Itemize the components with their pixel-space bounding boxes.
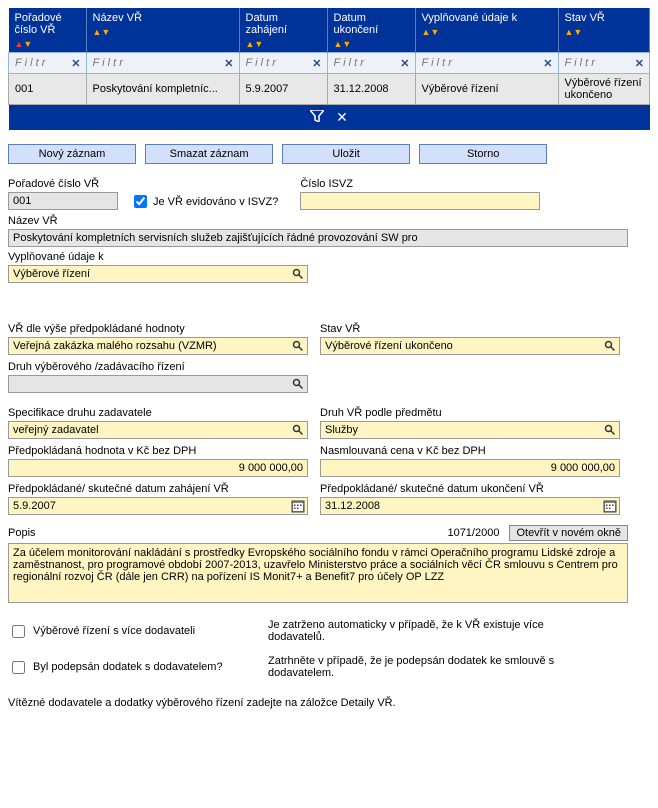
nazev-label: Název VŘ (8, 215, 628, 227)
druh-input[interactable] (8, 375, 308, 393)
col-head-udaje[interactable]: Vyplňované údaje k ▲▼ (415, 8, 558, 53)
evid-label: Je VŘ evidováno v ISVZ? (153, 196, 278, 208)
filter-clear[interactable]: ✕ (71, 57, 80, 70)
lookup-icon[interactable] (604, 340, 616, 355)
predmet-input[interactable] (320, 421, 620, 439)
col-head-poradove[interactable]: Pořadové číslo VŘ ▲▼ (9, 8, 87, 53)
new-record-button[interactable]: Nový záznam (8, 144, 136, 164)
cancel-button[interactable]: Storno (419, 144, 547, 164)
datum-ukon-label: Předpokládané/ skutečné datum ukončení V… (320, 483, 620, 495)
cell-poradove: 001 (9, 74, 87, 105)
filter-clear[interactable]: ✕ (400, 57, 409, 70)
cell-ukonceni: 31.12.2008 (327, 74, 415, 105)
vypln-label: Vyplňované údaje k (8, 251, 308, 263)
filter-clear[interactable]: ✕ (543, 57, 552, 70)
datum-zah-label: Předpokládané/ skutečné datum zahájení V… (8, 483, 308, 495)
filter-reset-icon[interactable]: ✕ (336, 109, 348, 126)
cislo-isvz-label: Číslo ISVZ (300, 178, 540, 190)
lookup-icon[interactable] (292, 378, 304, 393)
grid-table: Pořadové číslo VŘ ▲▼ Název VŘ ▲▼ Datum z… (8, 8, 650, 130)
datum-zah-input[interactable] (8, 497, 308, 515)
evid-checkbox[interactable] (134, 195, 147, 208)
lookup-icon[interactable] (292, 424, 304, 439)
predpokl-hodnota-input[interactable] (8, 459, 308, 477)
vice-dod-label: Výběrové řízení s více dodavateli (33, 625, 195, 637)
stav-label: Stav VŘ (320, 323, 620, 335)
calendar-icon[interactable] (291, 499, 305, 516)
cell-udaje: Výběrové řízení (415, 74, 558, 105)
poradove-input[interactable] (8, 192, 118, 210)
vice-dod-hint: Je zatrženo automaticky v případě, že k … (268, 619, 588, 643)
vr-vyse-input[interactable] (8, 337, 308, 355)
save-button[interactable]: Uložit (282, 144, 410, 164)
datum-ukon-input[interactable] (320, 497, 620, 515)
cell-stav: Výběrové řízení ukončeno (558, 74, 650, 105)
filter-clear[interactable]: ✕ (312, 57, 321, 70)
filter-clear[interactable]: ✕ (635, 57, 644, 70)
stav-input[interactable] (320, 337, 620, 355)
dodatek-hint: Zatrhněte v případě, že je podepsán doda… (268, 655, 588, 679)
druh-label: Druh výběrového /zadávacího řízení (8, 361, 308, 373)
cell-zahajeni: 5.9.2007 (239, 74, 327, 105)
nasml-cena-input[interactable] (320, 459, 620, 477)
popis-label: Popis (8, 527, 447, 539)
lookup-icon[interactable] (604, 424, 616, 439)
cislo-isvz-input[interactable] (300, 192, 540, 210)
poradove-label: Pořadové číslo VŘ (8, 178, 118, 190)
nasml-cena-label: Nasmlouvaná cena v Kč bez DPH (320, 445, 620, 457)
lookup-icon[interactable] (292, 340, 304, 355)
lookup-icon[interactable] (292, 268, 304, 283)
spec-label: Specifikace druhu zadavatele (8, 407, 308, 419)
dodatek-checkbox[interactable] (12, 661, 25, 674)
nazev-input[interactable] (8, 229, 628, 247)
vypln-input[interactable] (8, 265, 308, 283)
spec-input[interactable] (8, 421, 308, 439)
col-head-nazev[interactable]: Název VŘ ▲▼ (86, 8, 239, 53)
dodatek-label: Byl podepsán dodatek s dodavatelem? (33, 661, 223, 673)
table-row[interactable]: 001 Poskytování kompletníc... 5.9.2007 3… (9, 74, 650, 105)
popis-count: 1071/2000 (447, 527, 499, 539)
predmet-label: Druh VŘ podle předmětu (320, 407, 620, 419)
open-new-window-button[interactable]: Otevřít v novém okně (509, 525, 628, 541)
popis-textarea[interactable]: Za účelem monitorování nakládání s prost… (8, 543, 628, 603)
vr-vyse-label: VŘ dle výše předpokládané hodnoty (8, 323, 308, 335)
calendar-icon[interactable] (603, 499, 617, 516)
filter-nazev[interactable] (89, 55, 237, 71)
delete-record-button[interactable]: Smazat záznam (145, 144, 273, 164)
cell-nazev: Poskytování kompletníc... (86, 74, 239, 105)
col-head-ukonceni[interactable]: Datum ukončení ▲▼ (327, 8, 415, 53)
col-head-stav[interactable]: Stav VŘ ▲▼ (558, 8, 650, 53)
predpokl-hodnota-label: Předpokládaná hodnota v Kč bez DPH (8, 445, 308, 457)
filter-clear[interactable]: ✕ (224, 57, 233, 70)
vice-dod-checkbox[interactable] (12, 625, 25, 638)
col-head-zahajeni[interactable]: Datum zahájení ▲▼ (239, 8, 327, 53)
filter-udaje[interactable] (418, 55, 556, 71)
footer-text: Vítězné dodavatele a dodatky výběrového … (8, 697, 650, 709)
filter-icon[interactable] (310, 109, 324, 125)
